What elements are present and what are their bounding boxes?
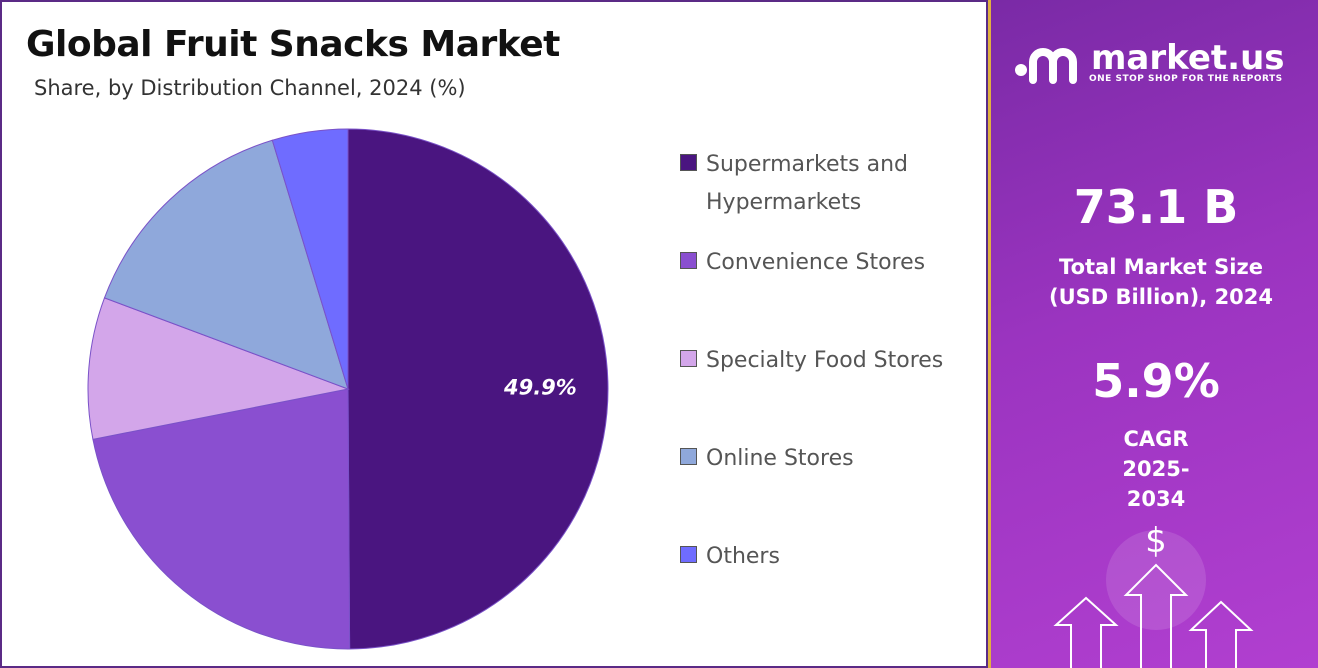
legend-swatch <box>680 448 697 465</box>
legend-item: Specialty Food Stores <box>680 342 971 380</box>
legend-swatch <box>680 154 697 171</box>
chart-title: Global Fruit Snacks Market <box>26 24 560 65</box>
legend-swatch <box>680 252 697 269</box>
legend-item: Others <box>680 538 971 576</box>
legend-label: Online Stores <box>706 446 854 471</box>
chart-area: Global Fruit Snacks Market Share, by Dis… <box>0 0 988 668</box>
brand: market.us <box>1091 38 1285 78</box>
tagline: ONE STOP SHOP FOR THE REPORTS <box>1089 74 1283 84</box>
market-size: 73.1 B <box>1073 180 1239 234</box>
legend-item: Convenience Stores <box>680 244 971 282</box>
cagr: 5.9% <box>1092 354 1220 408</box>
legend-item: Online Stores <box>680 440 971 478</box>
chart-subtitle: Share, by Distribution Channel, 2024 (%) <box>34 76 466 100</box>
legend-label: Supermarkets and Hypermarkets <box>706 152 908 215</box>
pie-slice <box>347 128 609 650</box>
legend-label: Others <box>706 544 780 569</box>
svg-text:$: $ <box>1145 521 1167 561</box>
market-size-label: Total Market Size (USD Billion), 2024 <box>1048 255 1274 309</box>
pie-slice <box>103 139 349 390</box>
data-label: 49.9% <box>503 375 577 399</box>
legend-label: Specialty Food Stores <box>706 348 944 373</box>
info-panel: market.us ONE STOP SHOP FOR THE REPORTS … <box>988 0 1318 668</box>
pie-slice <box>271 128 349 390</box>
cagr-label: CAGR 2025-2034 <box>1122 427 1190 511</box>
pie-chart: 49.9% <box>87 128 609 650</box>
pie-slice <box>92 388 351 650</box>
legend-label: Convenience Stores <box>706 250 926 275</box>
logo-icon <box>1015 48 1077 84</box>
legend-swatch <box>680 350 697 367</box>
legend-item: Supermarkets and Hypermarkets <box>680 146 971 222</box>
pie-slice <box>87 297 350 440</box>
decoration: $ <box>1053 521 1254 668</box>
legend-swatch <box>680 546 697 563</box>
